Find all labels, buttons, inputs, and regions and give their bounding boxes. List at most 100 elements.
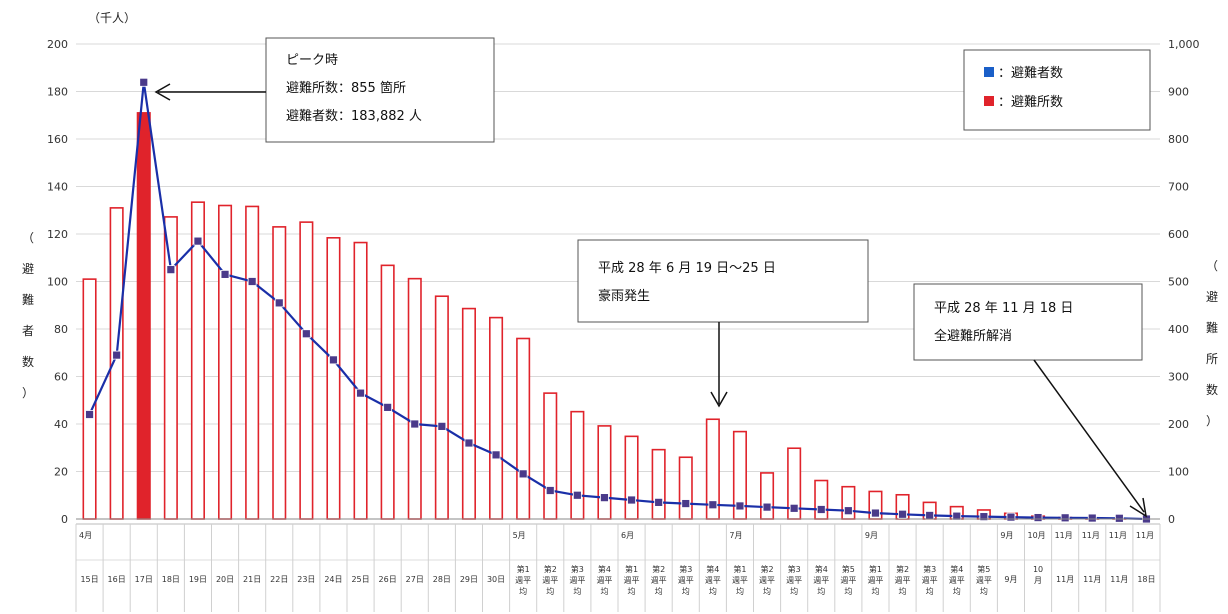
evacuee-point xyxy=(654,497,664,507)
evacuee-point xyxy=(898,509,907,519)
category-label: 週平 xyxy=(976,576,992,585)
category-label: 均 xyxy=(871,586,879,596)
y-axis-label-left-char: 数 xyxy=(22,354,34,369)
evacuee-point xyxy=(681,499,691,508)
y-axis-label-left-char: 者 xyxy=(22,324,34,338)
evacuee-point xyxy=(301,329,311,339)
y-tick-label-left: 140 xyxy=(47,181,68,194)
month-marker-label: 9月 xyxy=(865,531,878,540)
peak-annotation-box xyxy=(265,37,495,143)
evacuee-point xyxy=(274,298,284,308)
category-label: 28日 xyxy=(433,575,451,584)
category-label: 第2 xyxy=(761,564,774,574)
category-label: 30日 xyxy=(487,575,505,584)
y-tick-label-left: 20 xyxy=(54,466,68,479)
category-label: 週平 xyxy=(651,576,667,585)
category-label: 週平 xyxy=(895,576,911,585)
evacuee-point xyxy=(1114,513,1124,523)
evacuee-point xyxy=(193,236,203,246)
closed-arrow xyxy=(1033,359,1145,513)
rain-annotation: 平成 28 年 6 月 19 日～25 日 豪雨発生 xyxy=(577,239,869,408)
y-tick-label-right: 500 xyxy=(1168,276,1189,289)
category-label: 第1 xyxy=(869,564,882,574)
y-axis-label-left: （ 避難者数 ） xyxy=(22,231,34,400)
evacuee-point xyxy=(871,508,880,518)
y-tick-label-right: 800 xyxy=(1168,133,1189,146)
category-label: 均 xyxy=(736,586,744,596)
shelter-bar xyxy=(434,295,449,520)
legend-label-shelters: ：避難所数 xyxy=(998,95,1063,110)
y-tick-label-left: 160 xyxy=(47,133,68,146)
evacuee-point xyxy=(112,350,122,360)
evacuee-point xyxy=(1087,513,1097,523)
evacuee-point xyxy=(220,269,230,279)
shelter-bar xyxy=(380,264,395,520)
category-label: 週平 xyxy=(840,576,856,585)
evacuee-point xyxy=(708,500,718,510)
shelter-bar xyxy=(597,425,612,520)
month-marker-label: 11月 xyxy=(1136,531,1154,540)
category-label: 18日 xyxy=(162,575,180,584)
category-label: 22日 xyxy=(270,575,288,584)
shelter-bar xyxy=(651,448,666,520)
y-tick-label-right: 300 xyxy=(1168,371,1189,384)
category-label: 週平 xyxy=(732,576,748,585)
category-label: 第2 xyxy=(896,564,909,574)
category-label: 第1 xyxy=(733,564,746,574)
y-axis-label-right-char: ） xyxy=(1206,414,1218,428)
legend-label-evacuees: ：避難者数 xyxy=(998,66,1063,81)
y-tick-label-right: 200 xyxy=(1168,418,1189,431)
rain-annotation-line-2: 豪雨発生 xyxy=(598,288,650,304)
shelter-bar xyxy=(272,226,287,520)
category-label: 週平 xyxy=(542,576,558,585)
category-label: 23日 xyxy=(297,575,315,584)
evacuee-point xyxy=(491,450,501,460)
evacuee-point xyxy=(85,410,94,419)
y-tick-label-right: 600 xyxy=(1168,228,1189,241)
closed-annotation-line-1: 平成 28 年 11 月 18 日 xyxy=(934,301,1073,316)
evacuee-point xyxy=(735,501,745,511)
category-label: 週平 xyxy=(759,576,775,585)
category-label: 週平 xyxy=(596,576,612,585)
category-label: 週平 xyxy=(569,576,585,585)
category-label: 均 xyxy=(953,586,961,596)
category-label: 第3 xyxy=(679,564,692,574)
category-label: 週平 xyxy=(515,576,531,585)
evacuee-point xyxy=(247,277,257,286)
month-marker-label: 9月 xyxy=(1000,531,1013,540)
month-marker-label: 11月 xyxy=(1109,531,1127,540)
evacuee-point xyxy=(789,503,799,513)
category-label: 週平 xyxy=(813,576,829,585)
y-axis-label-left-char: （ xyxy=(22,231,34,245)
peak-annotation-line-2: 避難所数：855 箇所 xyxy=(286,80,406,96)
month-marker-label: 5月 xyxy=(513,531,526,540)
category-label: 15日 xyxy=(80,575,98,584)
shelter-bar xyxy=(245,205,260,520)
category-label: 均 xyxy=(926,586,934,596)
category-label: 週平 xyxy=(705,576,721,585)
month-marker-label: 11月 xyxy=(1082,531,1100,540)
category-label: 均 xyxy=(790,586,798,596)
evacuee-line xyxy=(85,77,1151,524)
category-label: 均 xyxy=(546,586,554,596)
month-marker-label: 10月 xyxy=(1028,531,1046,540)
y-axis-label-right: （ 避難所数 ） xyxy=(1206,259,1218,428)
category-label: 週平 xyxy=(786,576,802,585)
y-tick-label-right: 900 xyxy=(1168,86,1189,99)
category-label: 第3 xyxy=(571,564,584,574)
category-label: 第1 xyxy=(517,564,530,574)
category-label: 均 xyxy=(655,586,663,596)
category-label: 均 xyxy=(519,586,527,596)
category-label: 11月 xyxy=(1110,575,1128,584)
y-tick-label-left: 120 xyxy=(47,228,68,241)
legend-swatch-shelters xyxy=(984,96,994,106)
category-label: 第4 xyxy=(815,564,828,574)
evacuee-point xyxy=(816,505,826,514)
evacuee-point xyxy=(545,486,555,495)
evacuee-point xyxy=(329,355,338,365)
evacuee-point xyxy=(410,419,420,429)
category-label: 第3 xyxy=(788,564,801,574)
legend-box xyxy=(963,49,1151,131)
y-axis-label-left-char: 難 xyxy=(22,292,34,307)
category-label: 第4 xyxy=(950,564,963,574)
